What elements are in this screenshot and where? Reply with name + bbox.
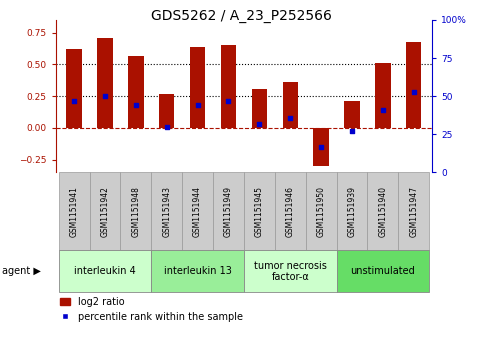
Bar xyxy=(313,128,329,166)
Text: GSM1151949: GSM1151949 xyxy=(224,186,233,237)
Point xyxy=(132,102,140,108)
Text: GDS5262 / A_23_P252566: GDS5262 / A_23_P252566 xyxy=(151,9,332,23)
Text: GSM1151939: GSM1151939 xyxy=(347,186,356,237)
Bar xyxy=(337,250,429,292)
Bar xyxy=(182,172,213,250)
Text: unstimulated: unstimulated xyxy=(351,266,415,276)
Text: GSM1151947: GSM1151947 xyxy=(409,186,418,237)
Point xyxy=(379,107,387,113)
Bar xyxy=(97,38,113,128)
Point xyxy=(194,102,201,108)
Bar xyxy=(244,250,337,292)
Text: GSM1151940: GSM1151940 xyxy=(378,186,387,237)
Text: interleukin 13: interleukin 13 xyxy=(164,266,231,276)
Text: interleukin 4: interleukin 4 xyxy=(74,266,136,276)
Bar xyxy=(252,89,267,128)
Text: agent ▶: agent ▶ xyxy=(2,266,41,276)
Text: GSM1151945: GSM1151945 xyxy=(255,186,264,237)
Point xyxy=(317,144,325,150)
Bar xyxy=(151,172,182,250)
Bar xyxy=(58,172,89,250)
Bar xyxy=(58,250,151,292)
Point xyxy=(410,89,418,94)
Bar xyxy=(159,94,174,128)
Text: GSM1151946: GSM1151946 xyxy=(286,186,295,237)
Bar xyxy=(283,82,298,128)
Bar xyxy=(128,56,143,128)
Bar xyxy=(375,63,391,128)
Bar xyxy=(190,46,205,128)
Bar xyxy=(275,172,306,250)
Bar xyxy=(306,172,337,250)
Text: GSM1151950: GSM1151950 xyxy=(317,186,326,237)
Text: GSM1151948: GSM1151948 xyxy=(131,186,141,237)
Point xyxy=(101,93,109,99)
Bar xyxy=(221,45,236,128)
Point xyxy=(163,124,170,130)
Bar xyxy=(406,41,422,128)
Point xyxy=(256,121,263,127)
Point xyxy=(348,129,356,134)
Bar xyxy=(89,172,120,250)
Bar xyxy=(66,49,82,128)
Text: GSM1151942: GSM1151942 xyxy=(100,186,110,237)
Text: GSM1151943: GSM1151943 xyxy=(162,186,171,237)
Bar xyxy=(151,250,244,292)
Bar xyxy=(344,101,360,128)
Point xyxy=(70,98,78,104)
Bar xyxy=(213,172,244,250)
Point xyxy=(225,98,232,104)
Legend: log2 ratio, percentile rank within the sample: log2 ratio, percentile rank within the s… xyxy=(60,297,243,322)
Text: tumor necrosis
factor-α: tumor necrosis factor-α xyxy=(254,261,327,282)
Bar xyxy=(337,172,368,250)
Text: GSM1151941: GSM1151941 xyxy=(70,186,79,237)
Bar xyxy=(368,172,398,250)
Bar xyxy=(120,172,151,250)
Bar xyxy=(398,172,429,250)
Text: GSM1151944: GSM1151944 xyxy=(193,186,202,237)
Bar xyxy=(244,172,275,250)
Point xyxy=(286,115,294,121)
